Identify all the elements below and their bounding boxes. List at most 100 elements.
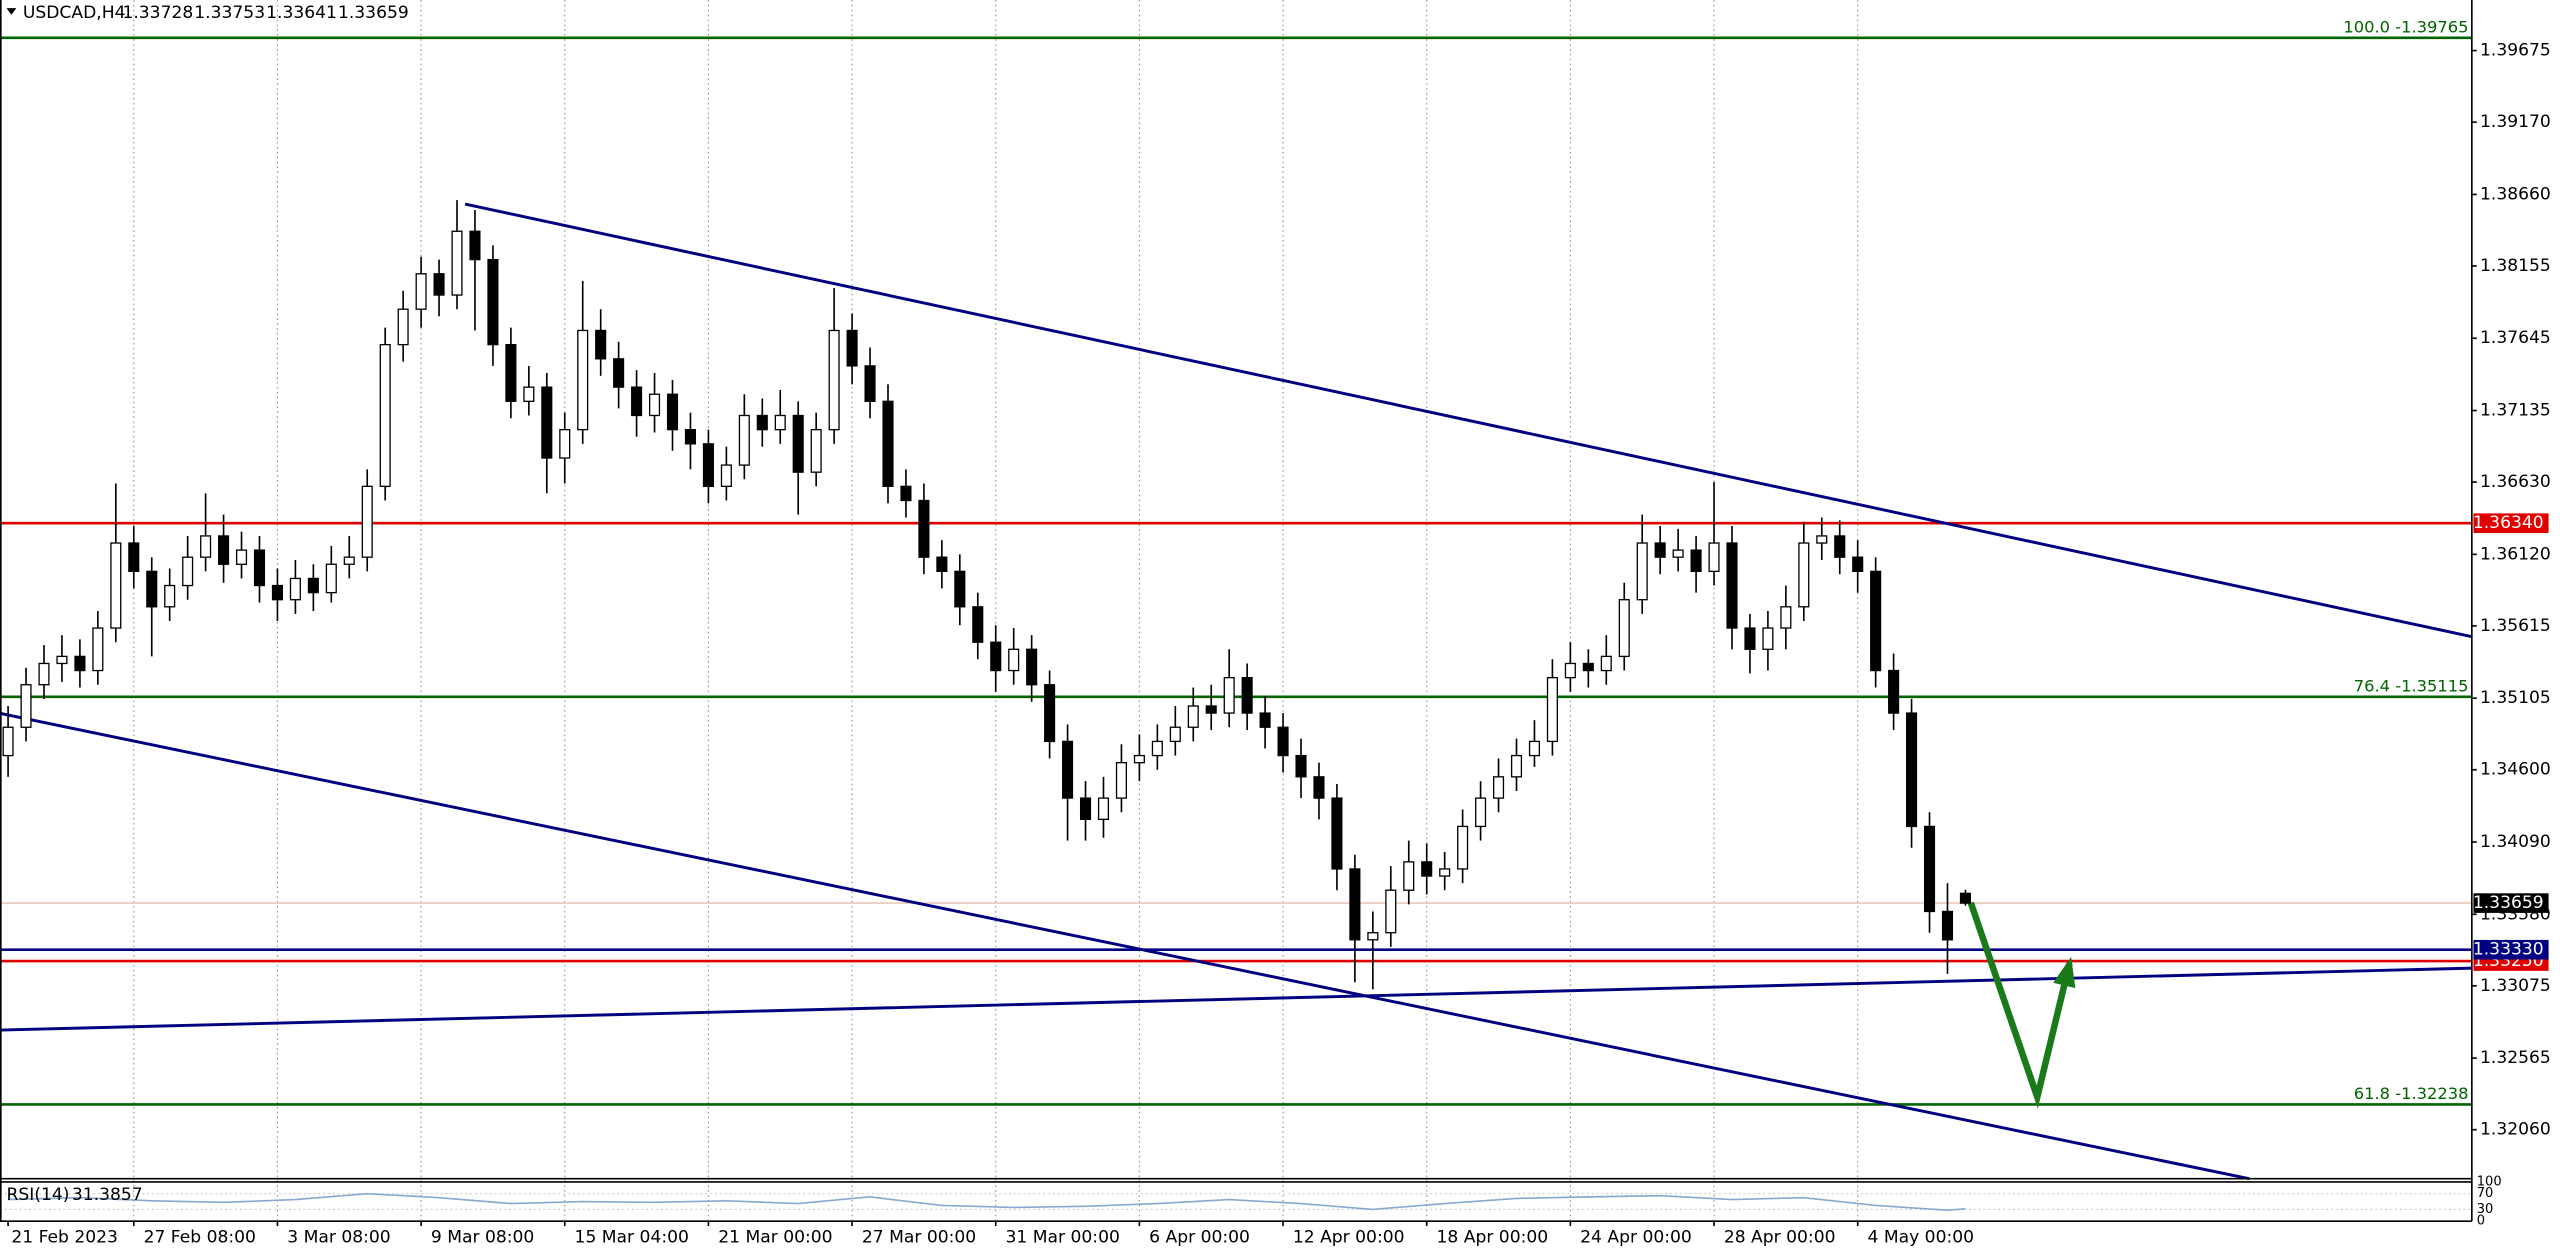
candle-body xyxy=(1026,648,1038,686)
price-box-label: 1.33659 xyxy=(2473,893,2544,913)
y-tick-label: 1.37645 xyxy=(2480,328,2551,348)
x-tick-label: 6 Apr 00:00 xyxy=(1149,1227,1250,1247)
x-tick-label: 21 Feb 2023 xyxy=(11,1227,118,1247)
symbol-title: USDCAD,H4 xyxy=(23,3,126,23)
header-close: 1.33659 xyxy=(338,3,409,23)
candle-body xyxy=(397,308,409,346)
candle-body xyxy=(1870,570,1882,672)
y-tick-label: 1.35105 xyxy=(2480,688,2551,708)
y-tick-label: 1.36630 xyxy=(2480,472,2551,492)
candle-body xyxy=(523,386,535,402)
candle-body xyxy=(1169,726,1181,743)
y-tick-label: 1.34600 xyxy=(2480,760,2551,780)
price-box xyxy=(2473,939,2549,960)
candle-body xyxy=(1403,861,1415,891)
candle-body xyxy=(307,577,319,594)
header-open: 1.33728 xyxy=(122,3,193,23)
candle-body xyxy=(720,464,732,487)
candle-body xyxy=(1726,542,1738,629)
fib-label: 61.8 -1.32238 xyxy=(2354,1084,2469,1103)
candle-body xyxy=(1313,776,1325,799)
y-tick-label: 1.39170 xyxy=(2480,112,2551,132)
candle-body xyxy=(92,627,104,672)
candle-body xyxy=(128,542,140,573)
candle-body xyxy=(1744,627,1756,650)
candle-body xyxy=(469,230,481,261)
candle-body xyxy=(164,584,176,608)
candle-body xyxy=(792,414,804,473)
candle-body xyxy=(1079,797,1092,821)
x-tick-label: 27 Feb 08:00 xyxy=(144,1227,256,1247)
candle-body xyxy=(666,393,679,431)
candle-body xyxy=(1780,606,1792,629)
grid-layer xyxy=(0,0,2472,1222)
candle-body xyxy=(200,535,212,558)
y-tick-label: 1.33075 xyxy=(2480,976,2551,996)
y-tick-label: 1.39675 xyxy=(2480,41,2551,61)
candle-body xyxy=(487,258,499,346)
candle-body xyxy=(1115,762,1127,799)
candle-body xyxy=(774,414,786,431)
candle-body xyxy=(1636,542,1648,601)
candle-body xyxy=(702,443,714,487)
candle-body xyxy=(954,570,966,608)
candle-body xyxy=(648,393,661,417)
candle-body xyxy=(613,358,625,388)
candle-body xyxy=(1133,754,1145,764)
candle-body xyxy=(595,329,607,360)
x-tick-label: 18 Apr 00:00 xyxy=(1437,1227,1549,1247)
candle-body xyxy=(415,273,427,310)
candle-body xyxy=(1044,684,1056,743)
candle-body xyxy=(1941,910,1954,941)
candle-body xyxy=(1654,542,1666,558)
candle-body xyxy=(1439,868,1451,877)
candle-body xyxy=(1097,797,1110,821)
x-tick-label: 21 Mar 00:00 xyxy=(718,1227,832,1247)
candle-body xyxy=(1062,740,1074,799)
candle-body xyxy=(343,556,355,565)
candle-body xyxy=(361,485,373,558)
header-low: 1.33641 xyxy=(266,3,337,23)
candle-body xyxy=(505,343,517,402)
price-box xyxy=(2473,893,2549,913)
candle-body xyxy=(1816,535,1828,544)
candle-body xyxy=(1492,776,1505,799)
candle-body xyxy=(110,542,122,629)
candle-body xyxy=(1582,662,1594,672)
candle-body xyxy=(1690,549,1702,573)
rsi-value: 31.3857 xyxy=(72,1185,143,1205)
candle-body xyxy=(1457,825,1469,870)
x-tick-label: 4 May 00:00 xyxy=(1867,1227,1974,1247)
candle-body xyxy=(1618,599,1630,658)
candle-body xyxy=(541,386,553,459)
candle-body xyxy=(864,365,876,402)
candle-body xyxy=(20,684,32,728)
rsi-tick-label: 100 xyxy=(2477,1174,2502,1189)
x-tick-label: 27 Mar 00:00 xyxy=(862,1227,976,1247)
objects-layer: 100.0 -1.39765 76.4 -1.35115 61.8 -1.32238 xyxy=(0,18,2473,1212)
candle-body xyxy=(1331,797,1343,870)
y-tick-label: 1.38660 xyxy=(2480,184,2551,204)
candle-body xyxy=(433,273,445,296)
candle-body xyxy=(990,641,1002,672)
candle-body xyxy=(1510,754,1523,778)
menu-triangle[interactable] xyxy=(6,8,17,15)
candle-body xyxy=(631,386,643,417)
price-box xyxy=(2473,513,2549,533)
price-box-label: 1.36340 xyxy=(2473,513,2544,533)
trendline xyxy=(464,202,2473,639)
candle-body xyxy=(972,606,984,643)
candle-body xyxy=(146,570,158,608)
x-tick-label: 15 Mar 04:00 xyxy=(575,1227,689,1247)
x-tick-label: 3 Mar 08:00 xyxy=(287,1227,390,1247)
price-box-label: 1.33330 xyxy=(2473,940,2544,960)
y-tick-label: 1.37135 xyxy=(2480,401,2551,421)
candle-body xyxy=(1241,676,1253,714)
candle-body xyxy=(1205,705,1217,714)
candle-body xyxy=(182,556,194,587)
candle-body xyxy=(1223,676,1235,714)
rsi-line xyxy=(8,1192,1966,1212)
